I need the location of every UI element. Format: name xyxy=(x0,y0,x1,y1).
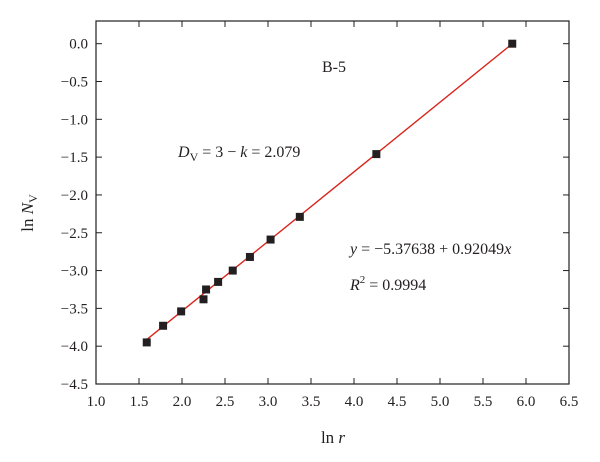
data-point xyxy=(372,150,381,159)
y-tick-label: −1.0 xyxy=(61,112,88,128)
annotation-dimension: DV = 3 − k = 2.079 xyxy=(177,144,300,164)
x-axis-label: ln r xyxy=(321,428,345,447)
x-tick-label: 1.5 xyxy=(130,394,149,410)
y-tick-label: −3.5 xyxy=(61,301,88,317)
data-point xyxy=(177,307,186,316)
data-point xyxy=(142,338,151,347)
data-point xyxy=(245,252,254,261)
data-point xyxy=(508,39,517,48)
x-tick-label: 2.5 xyxy=(216,394,235,410)
annotation-sample: B-5 xyxy=(322,59,346,76)
data-point xyxy=(228,266,237,275)
x-tick-label: 3.0 xyxy=(259,394,278,410)
x-tick-label: 5.5 xyxy=(474,394,493,410)
x-tick-label: 6.0 xyxy=(517,394,536,410)
x-tick-label: 3.5 xyxy=(302,394,321,410)
data-point xyxy=(199,295,208,304)
x-tick-label: 2.0 xyxy=(173,394,192,410)
y-axis-label: ln NV xyxy=(18,194,40,232)
x-tick-label: 6.5 xyxy=(560,394,579,410)
annotation-r-squared: R2 = 0.9994 xyxy=(349,274,426,294)
data-point xyxy=(295,212,304,221)
y-tick-label: −2.5 xyxy=(61,226,88,242)
y-tick-label: −4.5 xyxy=(61,377,88,393)
fit-line xyxy=(146,43,513,341)
data-point xyxy=(202,285,211,294)
x-tick-label: 5.0 xyxy=(431,394,450,410)
plot-frame xyxy=(95,20,570,385)
x-tick-label: 4.5 xyxy=(388,394,407,410)
y-tick-label: −4.0 xyxy=(61,339,88,355)
data-point xyxy=(266,235,275,244)
y-tick-label: −2.0 xyxy=(61,188,88,204)
y-tick-label: −3.0 xyxy=(61,264,88,280)
data-point xyxy=(159,321,168,330)
y-tick-label: 0.0 xyxy=(69,37,88,53)
fit-line-group xyxy=(146,43,513,341)
axes: 1.0 1.5 2.0 2.5 3.0 3.5 4.0 4.5 5.0 5.5 6.0 6.5 0.0 −… xyxy=(61,20,579,410)
data-points xyxy=(142,39,517,347)
x-tick-label: 1.0 xyxy=(87,394,106,410)
y-tick-label: −0.5 xyxy=(61,75,88,91)
y-tick-label: −1.5 xyxy=(61,150,88,166)
annotation-fit-equation: y = −5.37638 + 0.92049x xyxy=(348,241,511,258)
x-tick-label: 4.0 xyxy=(345,394,364,410)
data-point xyxy=(214,277,223,286)
